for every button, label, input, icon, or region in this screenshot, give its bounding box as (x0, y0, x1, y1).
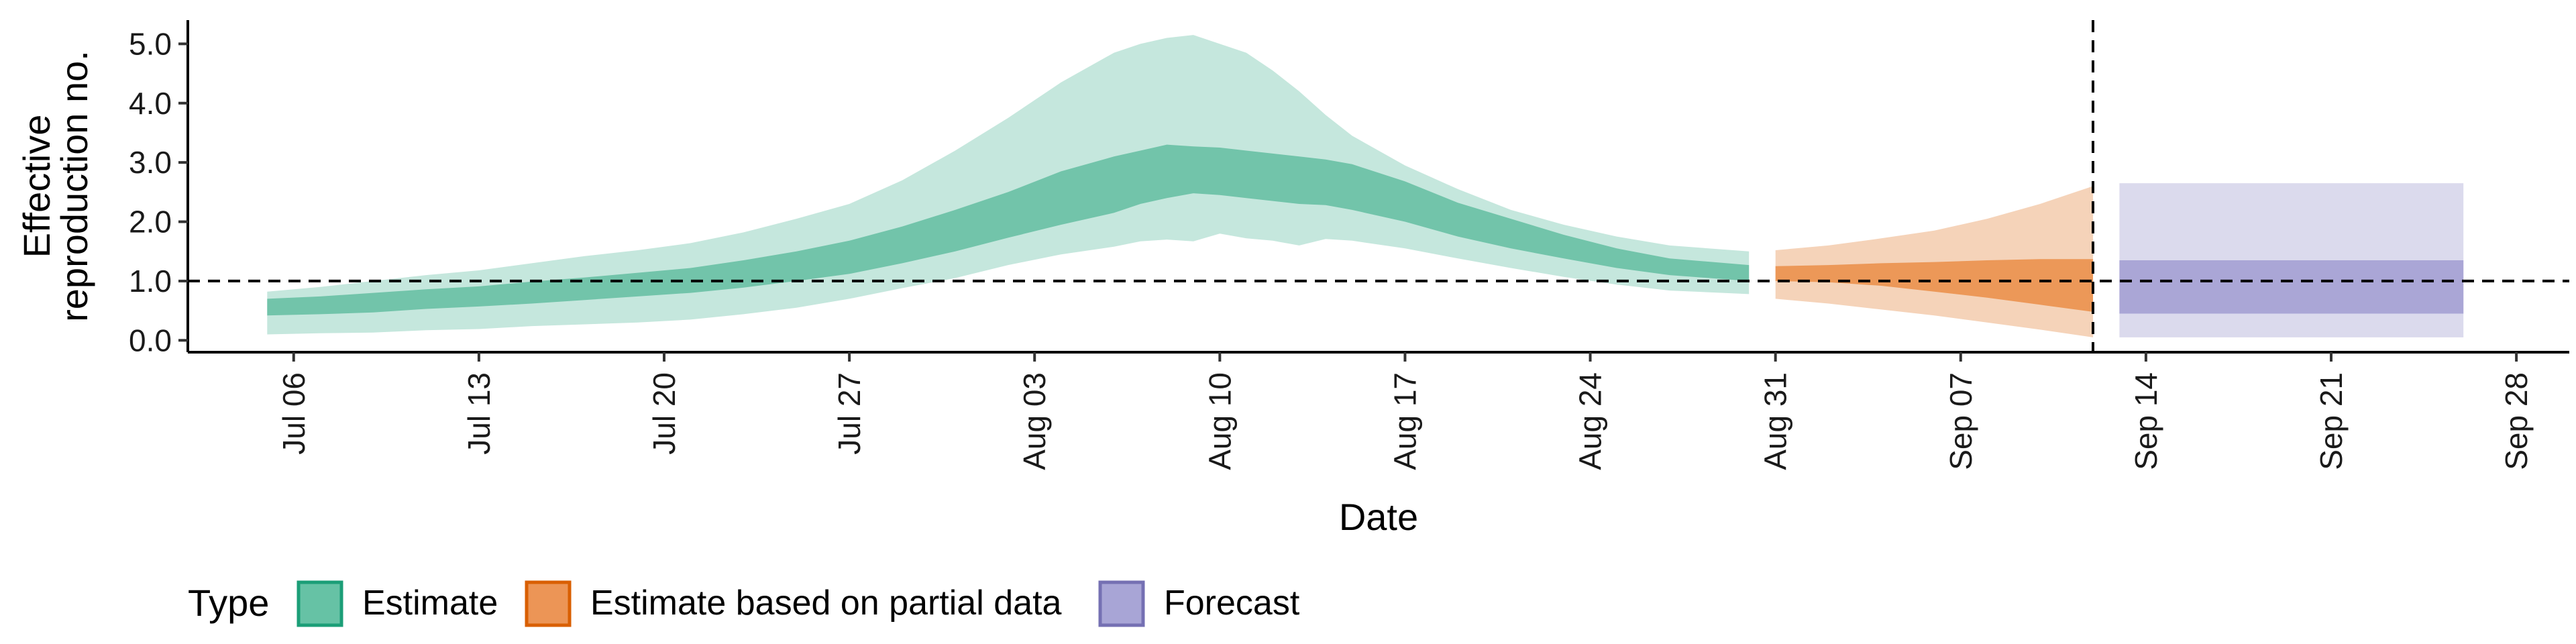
legend-title: Type (188, 582, 269, 624)
y-tick-label: 3.0 (129, 145, 172, 180)
estimate-based-on-partial-data-legend-key (525, 580, 572, 627)
axes (186, 20, 2569, 354)
x-tick-label: Sep 21 (2314, 372, 2349, 470)
estimate-based-on-partial-data-inner-band (1775, 259, 2093, 312)
x-tick-label: Aug 24 (1573, 372, 1608, 470)
y-axis-title-line-2: reproduction no. (53, 50, 95, 322)
x-tick-label: Aug 03 (1017, 372, 1052, 470)
estimate-legend-label: Estimate (362, 584, 498, 623)
reference-lines (188, 20, 2569, 352)
x-tick-label: Jul 06 (276, 372, 311, 455)
y-tick-label: 1.0 (129, 264, 172, 299)
y-tick-label: 0.0 (129, 323, 172, 358)
forecast-legend-label: Forecast (1164, 584, 1300, 623)
x-axis-ticks: Jul 06 Jul 13 Jul 20 Jul 27 Aug 03 Aug 10 Aug … (276, 352, 2534, 470)
x-tick-label: Aug 17 (1387, 372, 1422, 470)
y-axis-ticks: 0.0 1.0 2.0 3.0 4.0 5.0 (129, 26, 188, 358)
x-tick-label: Jul 13 (462, 372, 496, 455)
legend: Type Estimate Estimate based on partial d… (188, 580, 1300, 627)
x-tick-label: Aug 31 (1758, 372, 1793, 470)
y-tick-label: 5.0 (129, 26, 172, 61)
x-tick-label: Sep 07 (1943, 372, 1978, 470)
y-axis-title-line-1: Effective (15, 115, 58, 258)
forecast-inner-band (2119, 260, 2464, 314)
estimate-based-on-partial-data-legend-label: Estimate based on partial data (590, 584, 1062, 623)
y-tick-label: 4.0 (129, 86, 172, 121)
x-tick-label: Sep 28 (2499, 372, 2534, 470)
x-axis-title: Date (1339, 496, 1418, 538)
x-tick-label: Jul 27 (832, 372, 867, 455)
estimate-bands (267, 35, 2464, 337)
estimate-legend-key (297, 580, 343, 627)
forecast-legend-key (1098, 580, 1145, 627)
y-axis-title: Effective reproduction no. (15, 50, 95, 322)
x-tick-label: Aug 10 (1202, 372, 1237, 470)
x-tick-label: Jul 20 (647, 372, 682, 455)
x-tick-label: Sep 14 (2129, 372, 2163, 470)
estimate-inner-band (267, 144, 1750, 316)
y-tick-label: 2.0 (129, 205, 172, 239)
estimate-outer-band (267, 35, 1750, 335)
